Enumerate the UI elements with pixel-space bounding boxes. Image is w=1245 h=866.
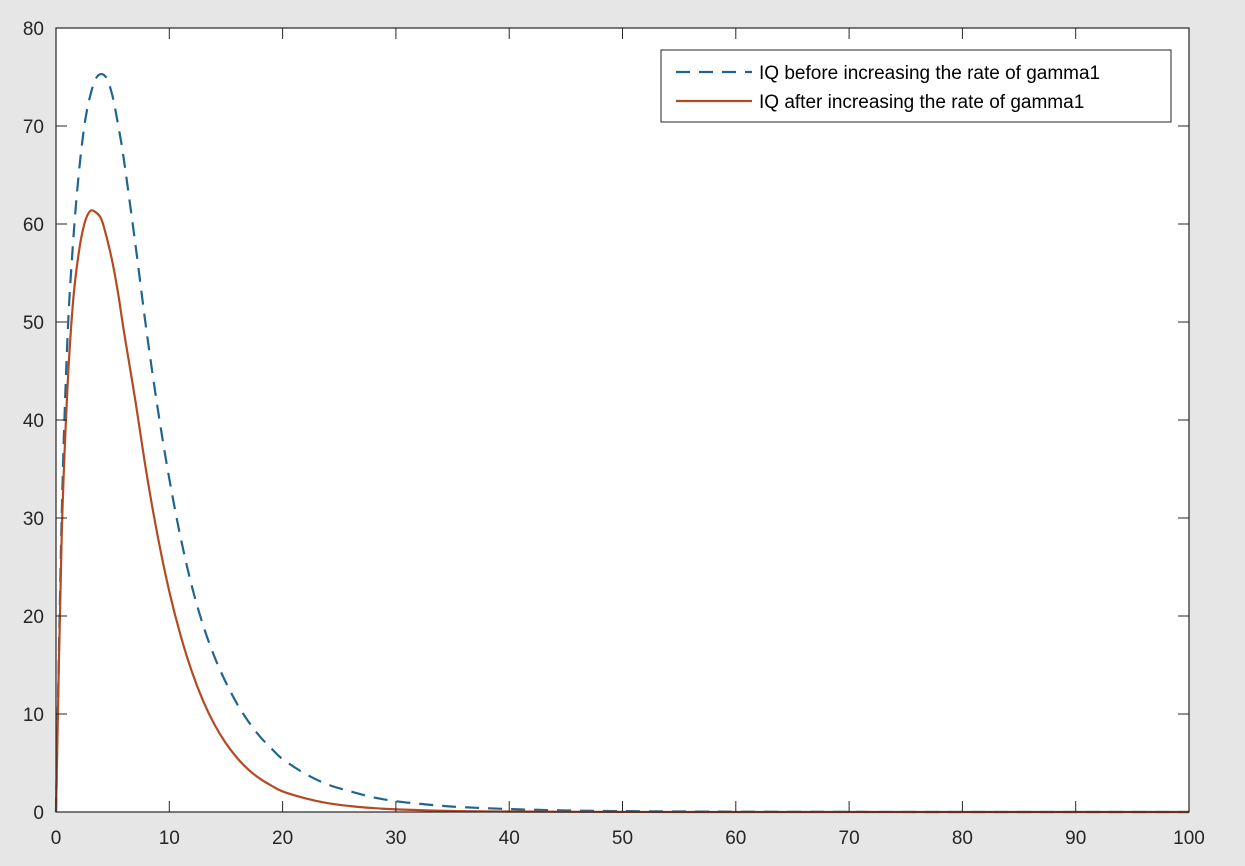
x-tick-label: 60 — [725, 828, 746, 849]
legend: IQ before increasing the rate of gamma1 … — [660, 49, 1172, 123]
y-tick-label: 70 — [23, 117, 44, 138]
x-tick-label: 20 — [272, 828, 293, 849]
y-tick-label: 0 — [33, 803, 44, 824]
legend-box — [660, 49, 1172, 123]
y-tick-label: 40 — [23, 411, 44, 432]
y-tick-label: 10 — [23, 705, 44, 726]
x-tick-label: 90 — [1065, 828, 1086, 849]
x-tick-label: 50 — [612, 828, 633, 849]
x-tick-label: 100 — [1173, 828, 1205, 849]
legend-label-before: IQ before increasing the rate of gamma1 — [759, 63, 1100, 84]
x-tick-label: 0 — [51, 828, 62, 849]
y-tick-label: 80 — [23, 19, 44, 40]
plot-area — [56, 28, 1189, 812]
x-tick-label: 40 — [499, 828, 520, 849]
axes: 0 10 20 30 40 50 60 70 80 90 100 0 10 20 30 40 50 60 70 80 — [23, 19, 1205, 849]
x-tick-label: 70 — [839, 828, 860, 849]
x-tick-label: 80 — [952, 828, 973, 849]
y-tick-label: 50 — [23, 313, 44, 334]
x-tick-label: 10 — [159, 828, 180, 849]
x-axis: 0 10 20 30 40 50 60 70 80 90 100 — [51, 28, 1205, 849]
y-tick-label: 30 — [23, 509, 44, 530]
y-tick-label: 20 — [23, 607, 44, 628]
legend-label-after: IQ after increasing the rate of gamma1 — [759, 92, 1084, 113]
series-line-before — [54, 72, 1189, 814]
y-tick-label: 60 — [23, 215, 44, 236]
y-axis: 0 10 20 30 40 50 60 70 80 — [23, 19, 1189, 824]
x-tick-label: 30 — [385, 828, 406, 849]
